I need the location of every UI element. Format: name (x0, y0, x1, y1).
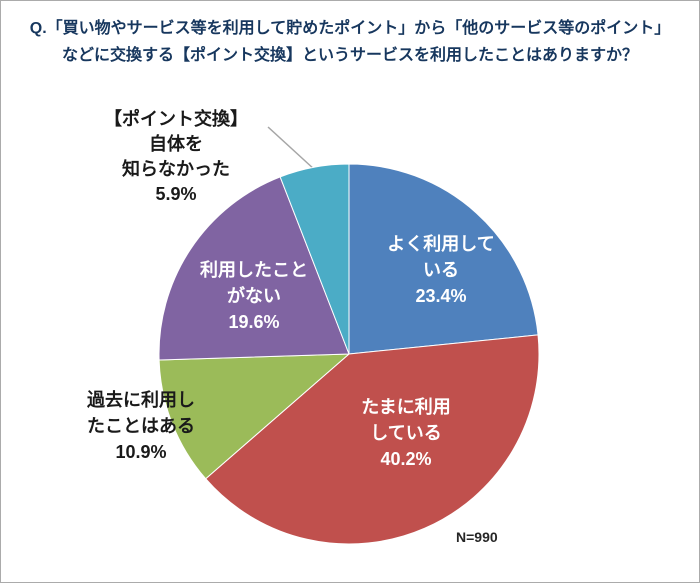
leader-line (267, 126, 316, 171)
pie-slice-1 (205, 334, 540, 545)
slice-label-used-in-past: 過去に利用し たことはある 10.9% (87, 390, 195, 462)
chart-title-line1: Q.「買い物やサービス等を利用して貯めたポイント」から「他のサービス等のポイント… (29, 20, 671, 37)
sample-size-label: N=990 (456, 529, 498, 545)
pie-slice-0 (348, 163, 539, 355)
slice-label-never-used: 利用したこと がない 19.6% (200, 260, 308, 332)
chart-title-line2: などに交換する【ポイント交換】というサービスを利用したことはありますか？ (61, 47, 638, 64)
pie-slice-3 (158, 176, 350, 361)
pie-slice-2 (158, 353, 350, 480)
slice-label-did-not-know: 【ポイント交換】 自体を 知らなかった 5.9% (104, 109, 248, 204)
slice-label-often-use: よく利用して いる 23.4% (387, 234, 495, 306)
slice-label-sometimes-use: たまに利用 している 40.2% (361, 397, 451, 469)
pie-slice-4 (279, 163, 350, 355)
chart-title: Q.「買い物やサービス等を利用して貯めたポイント」から「他のサービス等のポイント… (1, 15, 699, 69)
